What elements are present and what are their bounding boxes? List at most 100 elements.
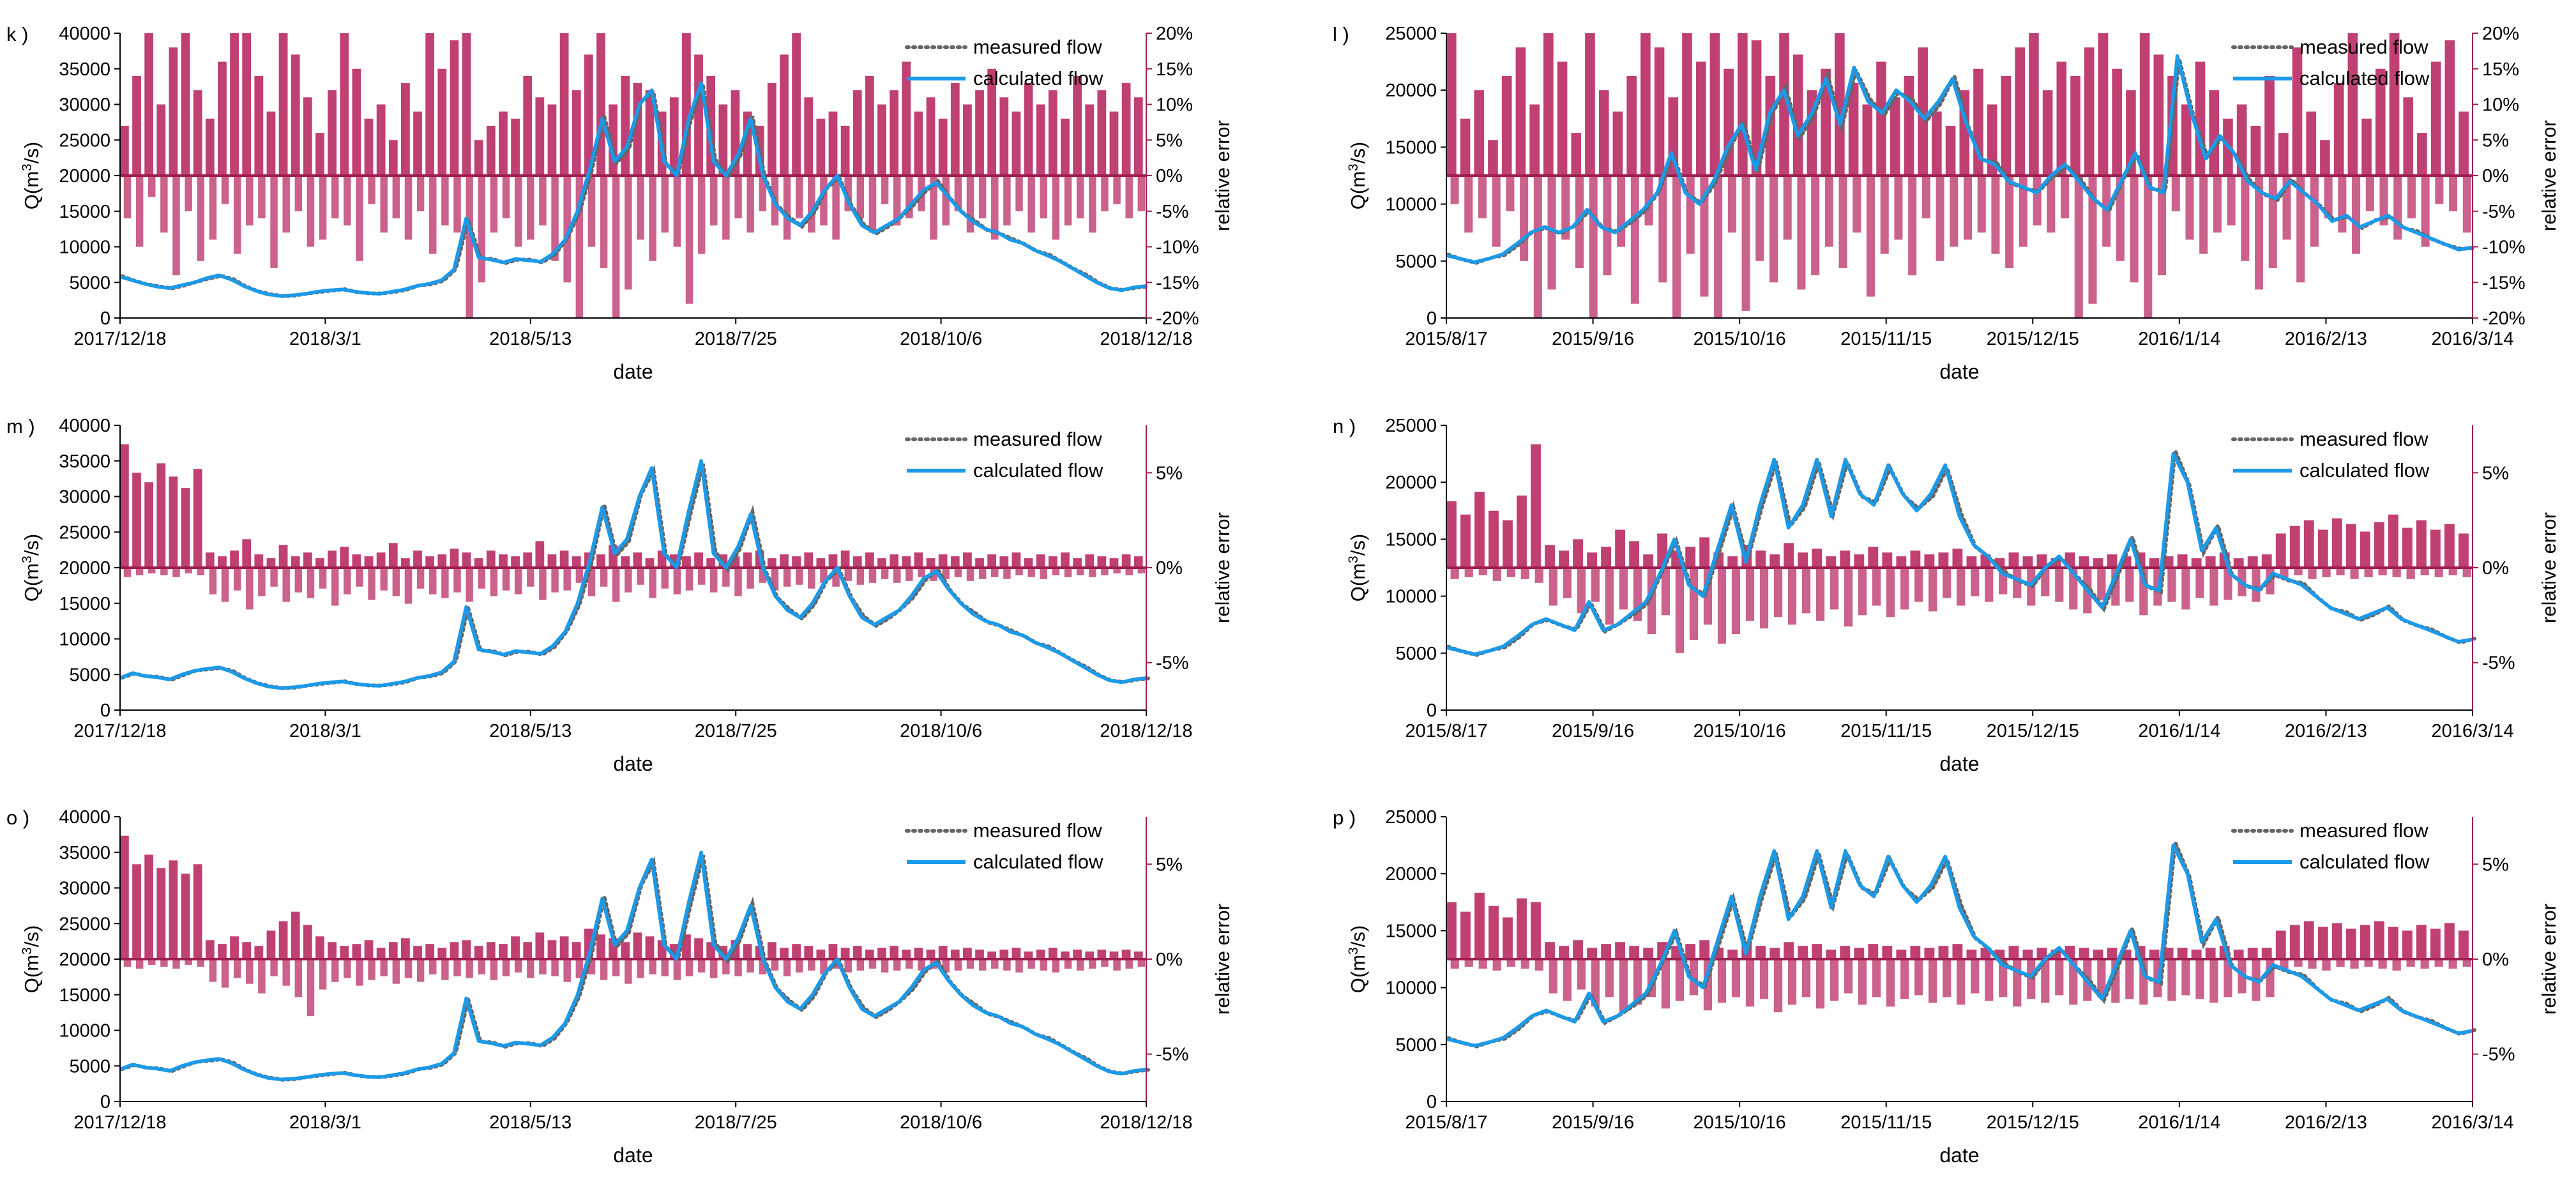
error-bar-pos-n: [1587, 552, 1597, 568]
y2-tick-label: -5%: [2482, 1045, 2515, 1065]
error-bar-neg-k: [270, 176, 278, 268]
error-bar-pos-n: [1910, 550, 1921, 568]
y-tick-label: 40000: [59, 24, 110, 44]
x-tick-label: 2015/11/15: [1840, 721, 1932, 741]
error-bar-neg-l: [1894, 176, 1903, 240]
error-bar-neg-o: [466, 959, 473, 978]
error-bar-neg-l: [1506, 176, 1515, 211]
error-bar-pos-o: [890, 946, 899, 959]
error-bar-neg-n: [1773, 568, 1783, 618]
error-bar-neg-l: [1991, 176, 2000, 254]
error-bar-pos-l: [2375, 68, 2386, 176]
y2-tick-label: 15%: [1156, 59, 1193, 80]
panel-n: 0 5000 10000 15000 20000 25000 -5% 0% 5% 2015/8/1…: [1333, 415, 2560, 775]
error-bar-neg-o: [697, 959, 706, 973]
x-tick-label: 2016/2/13: [2285, 721, 2367, 741]
error-bar-pos-k: [780, 54, 789, 176]
error-bar-pos-k: [1011, 111, 1021, 176]
error-bar-neg-n: [2308, 568, 2317, 579]
y-tick-label: 0: [1427, 701, 1437, 721]
error-bar-neg-l: [1520, 176, 1529, 261]
error-bar-neg-n: [2350, 568, 2359, 579]
error-bar-pos-l: [2361, 118, 2372, 176]
legend-calculated-label: calculated flow: [2299, 67, 2430, 89]
error-bar-pos-p: [2036, 948, 2047, 959]
x-axis-title: date: [1939, 752, 1979, 775]
error-bar-pos-o: [315, 936, 324, 959]
error-bar-pos-m: [963, 552, 972, 568]
error-bar-pos-n: [2107, 554, 2118, 568]
legend-calculated-label: calculated flow: [973, 67, 1103, 89]
y2-tick-label: -10%: [2482, 238, 2526, 258]
error-bar-pos-m: [914, 552, 923, 568]
error-bar-pos-o: [340, 946, 349, 959]
error-bar-pos-k: [205, 118, 215, 176]
x-axis-title: date: [613, 752, 653, 775]
error-bar-neg-p: [2294, 959, 2303, 967]
error-bar-neg-n: [2181, 568, 2190, 610]
error-bar-neg-o: [1101, 959, 1109, 967]
error-bar-neg-k: [135, 176, 144, 247]
error-bar-pos-p: [2233, 950, 2244, 959]
error-bar-neg-p: [2097, 959, 2106, 997]
error-bar-pos-o: [1085, 951, 1095, 959]
error-bar-pos-m: [156, 463, 166, 568]
error-bar-pos-l: [1904, 75, 1914, 176]
error-bar-neg-m: [587, 568, 596, 596]
error-bar-pos-o: [559, 936, 569, 959]
error-bar-neg-k: [319, 176, 327, 240]
error-bar-pos-n: [2345, 524, 2356, 568]
x-tick-label: 2015/12/15: [1987, 1112, 2079, 1133]
error-bar-neg-k: [514, 176, 522, 247]
error-bar-pos-o: [511, 936, 520, 959]
error-bar-neg-p: [1745, 959, 1755, 1007]
error-bar-neg-m: [954, 568, 962, 577]
error-bar-neg-n: [2294, 568, 2303, 575]
error-bar-neg-m: [978, 568, 987, 579]
error-bar-pos-l: [1792, 54, 1803, 176]
error-bar-neg-m: [893, 568, 901, 583]
error-bar-pos-o: [596, 934, 605, 959]
y2-tick-label: 0%: [2482, 558, 2509, 579]
y2-tick-label: 5%: [2482, 463, 2509, 483]
error-bar-neg-n: [1872, 568, 1881, 606]
error-bar-neg-o: [1015, 959, 1023, 973]
y-tick-label: 15000: [1385, 921, 1437, 941]
error-bar-pos-p: [2388, 927, 2398, 959]
error-bar-pos-o: [999, 950, 1009, 959]
error-bar-neg-l: [1478, 176, 1487, 218]
error-bar-neg-l: [2379, 176, 2388, 226]
y2-tick-label: 20%: [1156, 24, 1193, 44]
error-bar-pos-m: [559, 550, 569, 568]
error-bar-pos-n: [2402, 527, 2413, 568]
error-bar-neg-p: [2378, 959, 2387, 969]
error-bar-pos-l: [2459, 111, 2469, 176]
error-bar-pos-p: [2247, 948, 2258, 959]
error-bar-pos-p: [1446, 902, 1457, 959]
panel-o: 0 5000 10000 15000 20000 25000 30000 35000 40000…: [6, 807, 1234, 1167]
error-bar-neg-l: [1783, 176, 1792, 240]
error-bar-pos-k: [535, 97, 545, 176]
error-bar-pos-l: [1682, 33, 1692, 176]
y2-tick-label: -5%: [1156, 653, 1189, 674]
error-bar-neg-l: [2144, 176, 2153, 318]
error-bar-pos-m: [682, 556, 691, 568]
y2-tick-label: 5%: [2482, 130, 2509, 151]
error-bar-neg-m: [710, 568, 718, 593]
error-bar-neg-p: [1985, 959, 1994, 1001]
error-bar-neg-n: [1464, 568, 1473, 577]
error-bar-neg-p: [1971, 959, 1980, 994]
error-bar-pos-p: [2374, 921, 2384, 959]
error-bar-neg-l: [2158, 176, 2167, 276]
error-bar-neg-l: [2241, 176, 2250, 261]
error-bar-pos-p: [2079, 948, 2089, 959]
error-bar-neg-k: [380, 176, 388, 233]
error-bar-neg-o: [502, 959, 510, 976]
error-bar-pos-k: [303, 97, 312, 176]
y-tick-label: 20000: [1385, 80, 1437, 101]
error-bar-pos-n: [2163, 556, 2174, 568]
error-bar-pos-k: [559, 33, 569, 176]
error-bar-pos-l: [1695, 61, 1706, 176]
error-bar-pos-p: [2303, 921, 2314, 959]
error-bar-neg-p: [1858, 959, 1867, 1005]
